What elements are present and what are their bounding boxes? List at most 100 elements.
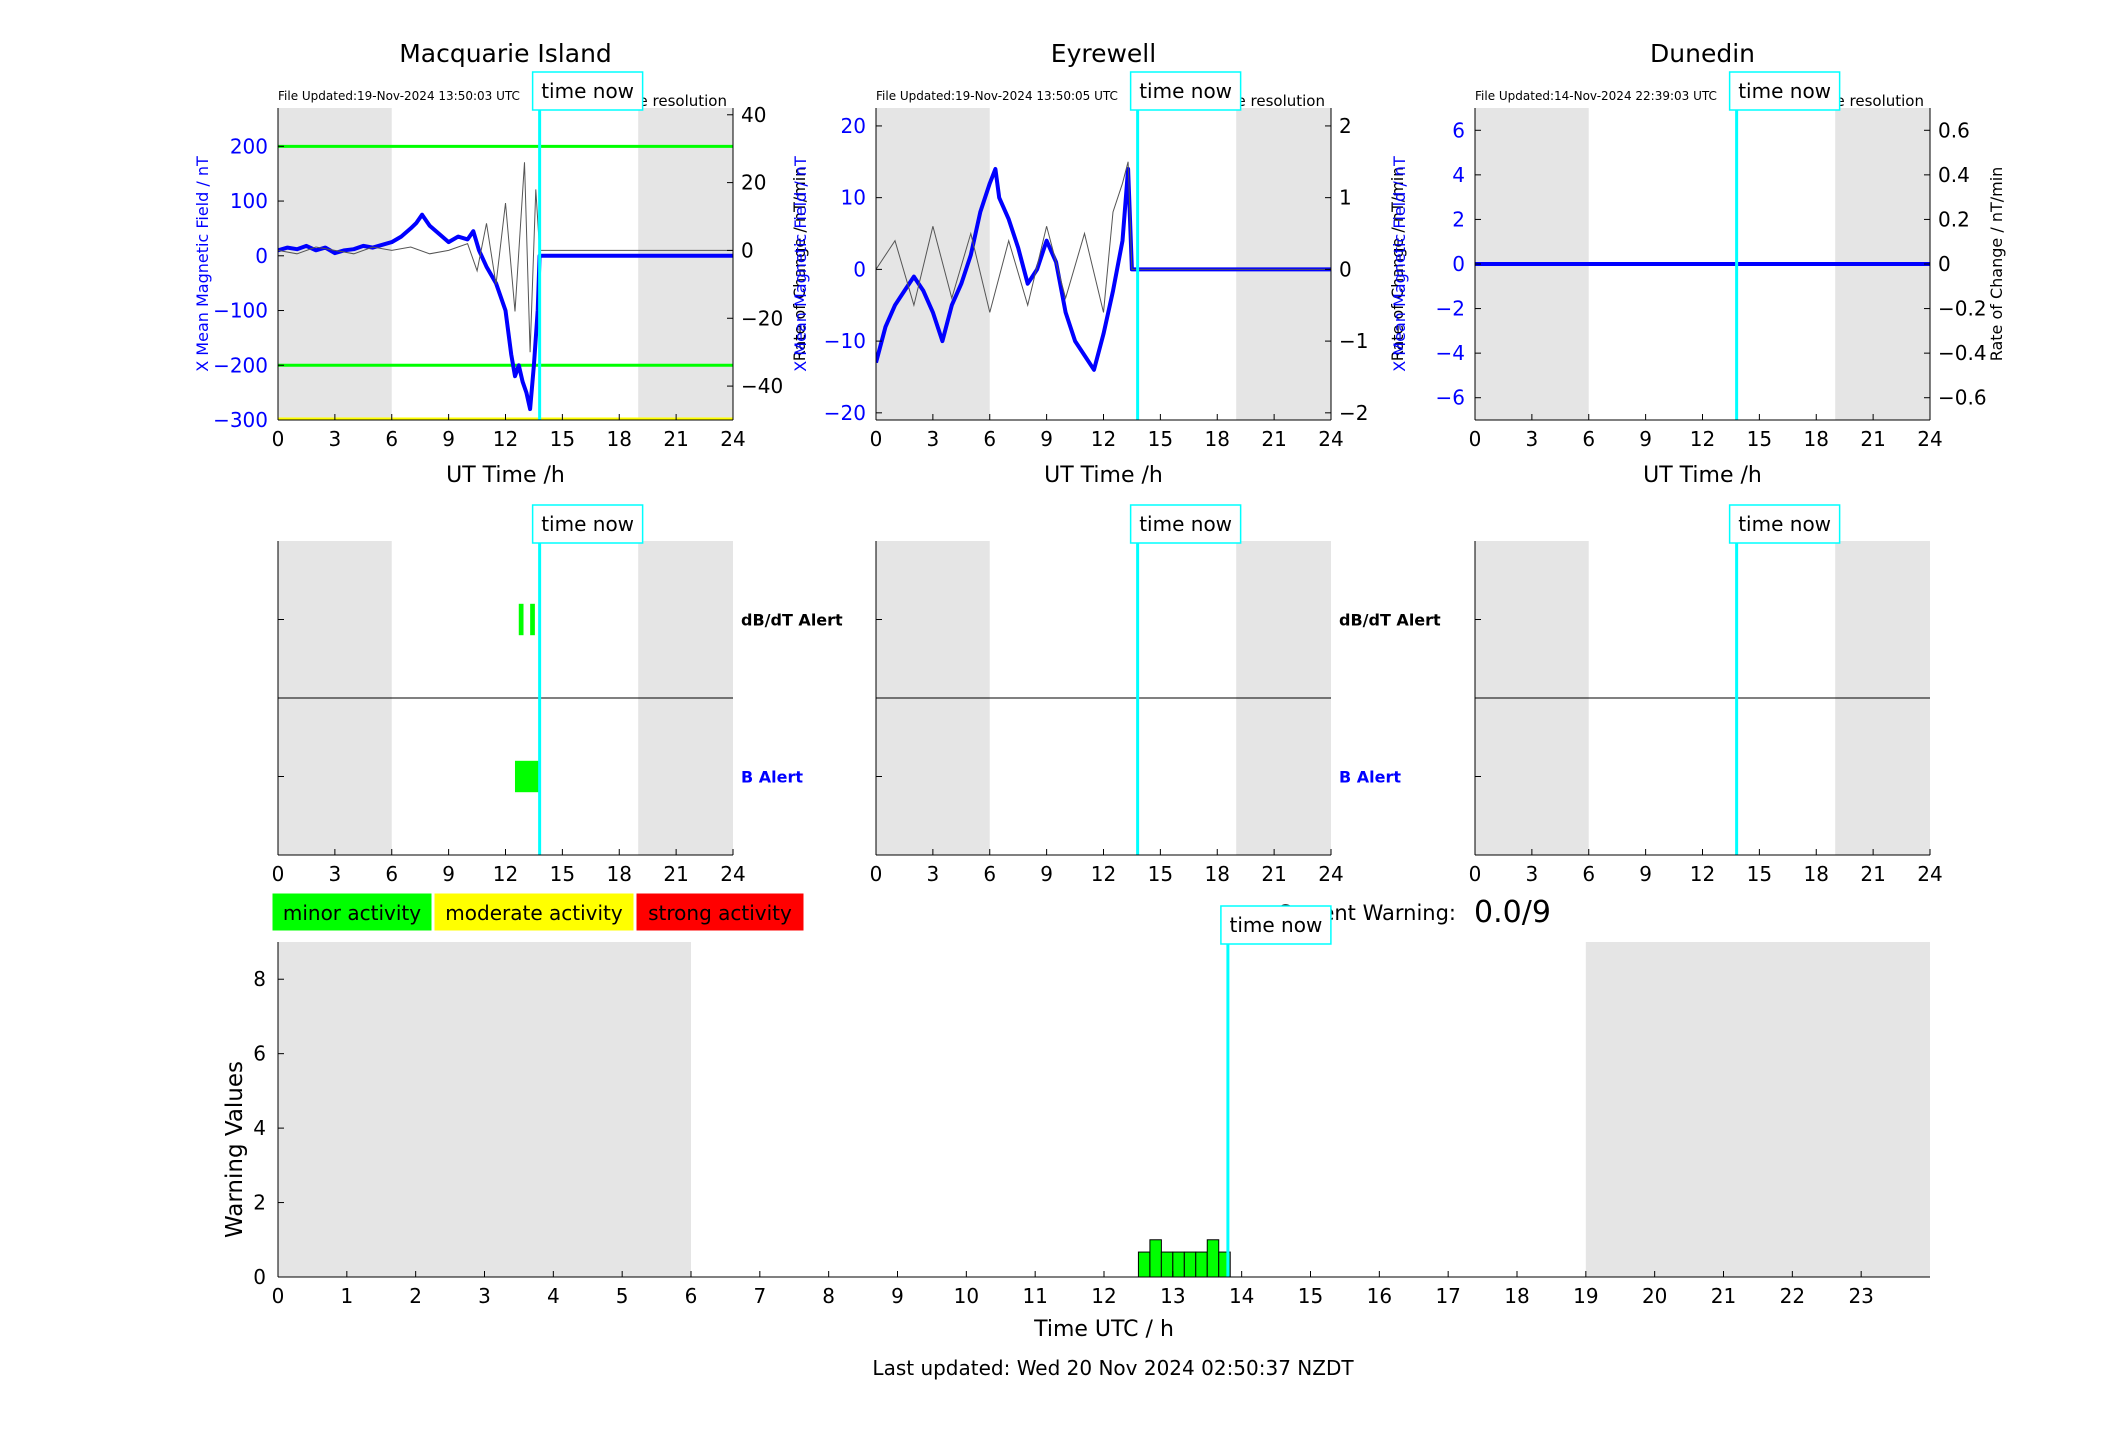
x-tick-label: 21 xyxy=(1261,427,1286,451)
x-tick-label: 21 xyxy=(663,862,688,886)
y-tick-label: 2 xyxy=(253,1191,266,1215)
y-tick-label: 2 xyxy=(1452,207,1465,231)
mag-chart-2: Dunedin File Updated:14-Nov-2024 22:39:03… xyxy=(1390,39,2006,488)
x-tick-label: 17 xyxy=(1435,1284,1460,1308)
x-tick-label: 9 xyxy=(1639,862,1652,886)
x-tick-label: 6 xyxy=(385,862,398,886)
y-tick-label: 6 xyxy=(1452,118,1465,142)
chart-title: Dunedin xyxy=(1650,39,1755,68)
y2-tick-label: 40 xyxy=(741,103,766,127)
y-tick-label: −300 xyxy=(213,408,268,432)
y-tick-label: 0 xyxy=(255,244,268,268)
b-alert-bar xyxy=(514,760,540,793)
x-axis-label: UT Time /h xyxy=(446,463,565,488)
y2-tick-label: 20 xyxy=(741,171,766,195)
b-alert-label: B Alert xyxy=(741,768,803,787)
y2-tick-label: −20 xyxy=(741,306,783,330)
chart-title: Macquarie Island xyxy=(399,39,612,68)
x-tick-label: 21 xyxy=(663,427,688,451)
y2-tick-label: −40 xyxy=(741,374,783,398)
time-now-label: time now xyxy=(541,79,634,103)
rate-of-change-series xyxy=(876,161,1331,313)
x-tick-label: 23 xyxy=(1848,1284,1873,1308)
file-updated: File Updated:14-Nov-2024 22:39:03 UTC xyxy=(1475,89,1717,103)
x-tick-label: 5 xyxy=(616,1284,629,1308)
night-shading xyxy=(638,108,733,420)
y-tick-label: 0 xyxy=(853,257,866,281)
alert-chart-0: time now 0 3 6 9 12 15 18 21 24 dB/dT Alert B Alert xyxy=(272,504,843,886)
y-axis-label: X Mean Magnetic Field / nT xyxy=(193,156,212,372)
y-tick-label: 4 xyxy=(1452,163,1465,187)
legend-moderate-swatch xyxy=(433,892,635,932)
x-tick-label: 4 xyxy=(547,1284,560,1308)
x-tick-label: 9 xyxy=(1639,427,1652,451)
x-tick-label: 21 xyxy=(1711,1284,1736,1308)
time-now-box xyxy=(531,71,644,111)
x-tick-label: 3 xyxy=(1526,427,1539,451)
magnetic-field-series xyxy=(876,167,1331,372)
alert-chart-2: time now 0 3 6 9 12 15 18 21 24 xyxy=(1469,504,1943,886)
x-tick-label: 18 xyxy=(1804,862,1829,886)
x-tick-label: 6 xyxy=(1582,427,1595,451)
night-shading xyxy=(1585,942,1930,1277)
x-tick-label: 3 xyxy=(1526,862,1539,886)
x-tick-label: 1 xyxy=(340,1284,353,1308)
warning-bar xyxy=(1206,1239,1220,1278)
x-tick-label: 9 xyxy=(442,862,455,886)
x-tick-label: 24 xyxy=(1917,427,1942,451)
y-tick-label: 0 xyxy=(1452,252,1465,276)
y-tick-label: −4 xyxy=(1436,341,1465,365)
y2-tick-label: −0.4 xyxy=(1938,341,1987,365)
y2-axis-label: Rate of Change / nT/min xyxy=(1388,167,1407,362)
time-now-label: time now xyxy=(1738,512,1831,536)
night-shading xyxy=(876,108,990,420)
plot-area xyxy=(876,161,1331,372)
x-tick-label: 3 xyxy=(329,862,342,886)
y2-tick-label: −0.6 xyxy=(1938,386,1987,410)
y-tick-label: −20 xyxy=(824,401,866,425)
y-tick-label: 200 xyxy=(230,134,268,158)
x-tick-label: 22 xyxy=(1780,1284,1805,1308)
rate-of-change-series xyxy=(278,162,733,353)
x-tick-label: 15 xyxy=(1747,427,1772,451)
legend-minor-label: minor activity xyxy=(283,901,421,925)
time-now-box xyxy=(531,504,644,544)
y2-tick-label: 0 xyxy=(1938,252,1951,276)
x-tick-label: 24 xyxy=(720,427,745,451)
x-tick-label: 15 xyxy=(550,427,575,451)
x-tick-label: 15 xyxy=(1148,427,1173,451)
db-dt-alert-bar xyxy=(530,603,535,636)
legend-minor-swatch xyxy=(271,892,433,932)
y-axis-label: X Mean Magnetic Field / nT xyxy=(1390,156,1409,372)
x-tick-label: 18 xyxy=(1504,1284,1529,1308)
y2-tick-label: 2 xyxy=(1339,114,1352,138)
y-tick-label: 20 xyxy=(841,114,866,138)
warning-bar xyxy=(1183,1251,1197,1278)
chart-title: Eyrewell xyxy=(1051,39,1156,68)
x-tick-label: 9 xyxy=(1040,862,1053,886)
y2-tick-label: 0 xyxy=(741,238,754,262)
x-tick-label: 24 xyxy=(1917,862,1942,886)
x-axis-label: UT Time /h xyxy=(1044,463,1163,488)
warning-bar xyxy=(1172,1251,1185,1278)
x-tick-label: 8 xyxy=(822,1284,835,1308)
x-tick-label: 15 xyxy=(1747,862,1772,886)
x-tick-label: 13 xyxy=(1160,1284,1185,1308)
x-tick-label: 3 xyxy=(478,1284,491,1308)
x-tick-label: 0 xyxy=(870,427,883,451)
y-tick-label: 100 xyxy=(230,189,268,213)
x-tick-label: 10 xyxy=(954,1284,979,1308)
mag-chart-0: Macquarie Island File Updated:19-Nov-2024… xyxy=(193,39,809,488)
y2-axis-label: Rate of Change / nT/min xyxy=(790,167,809,362)
x-tick-label: 6 xyxy=(685,1284,698,1308)
time-now-box xyxy=(1129,504,1242,544)
y2-tick-label: −2 xyxy=(1339,401,1368,425)
x-tick-label: 9 xyxy=(891,1284,904,1308)
y-tick-label: −100 xyxy=(213,299,268,323)
x-tick-label: 15 xyxy=(550,862,575,886)
db-dt-alert-bar xyxy=(518,603,524,636)
activity-legend: minor activity moderate activity strong … xyxy=(271,892,805,932)
x-tick-label: 6 xyxy=(385,427,398,451)
